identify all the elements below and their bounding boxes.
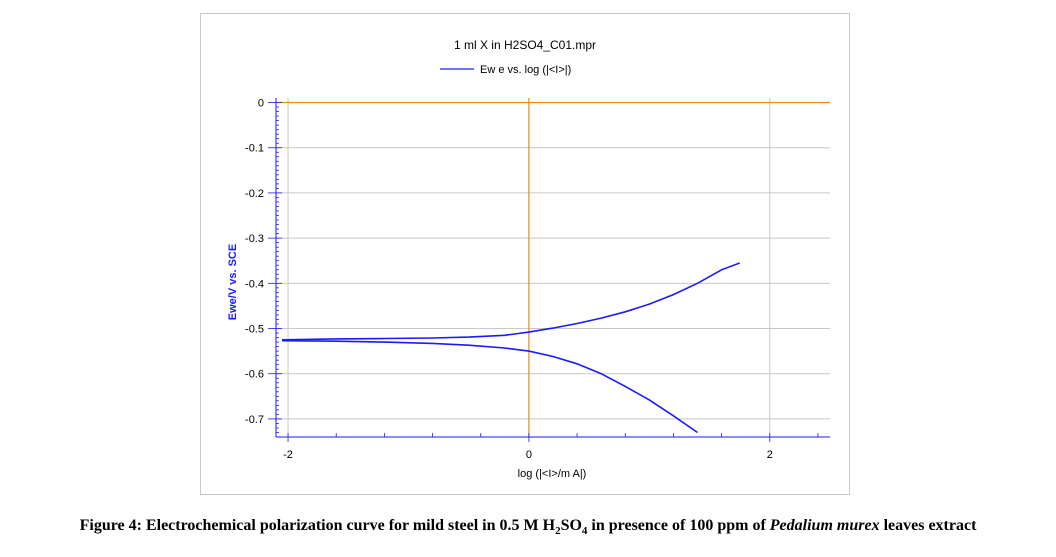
caption-sub-4: 4 [581,525,588,538]
caption-suffix: leaves extract [879,517,977,534]
x-tick-label-2: 2 [767,449,773,461]
legend-label: Ew e vs. log (|<I>|) [480,64,571,76]
series-line-cathodic [281,339,698,434]
series-line-anodic [281,262,740,341]
y-tick-label-1: -0.1 [245,143,264,155]
y-tick-label-0: 0 [258,98,264,110]
figure-caption: Figure 4: Electrochemical polarization c… [0,517,1056,537]
chart-frame [200,13,850,495]
y-tick-label-4: -0.4 [245,278,264,290]
y-axis-label: Ewe/V vs. SCE [227,244,239,320]
caption-middle: in presence of 100 ppm of [587,517,770,534]
y-tick-label-2: -0.2 [245,188,264,200]
caption-species: Pedalium murex [769,517,880,534]
caption-so: SO [560,517,582,534]
y-tick-label-7: -0.7 [245,414,264,426]
caption-prefix: Figure 4: Electrochemical polarization c… [79,517,556,534]
x-axis-label: log (|<I>/m A|) [518,468,587,480]
x-tick-label-1: 0 [526,449,532,461]
y-tick-label-3: -0.3 [245,233,264,245]
x-tick-label-0: -2 [283,449,293,461]
plot-area: 0 -0.1 -0.2 -0.3 -0.4 -0.5 -0.6 -0.7 -2 0 2 [245,98,830,461]
y-tick-label-6: -0.6 [245,369,264,381]
chart-title: 1 ml X in H2SO4_C01.mpr [454,38,596,52]
caption-sub-2: 2 [555,525,561,538]
y-tick-label-5: -0.5 [245,324,264,336]
